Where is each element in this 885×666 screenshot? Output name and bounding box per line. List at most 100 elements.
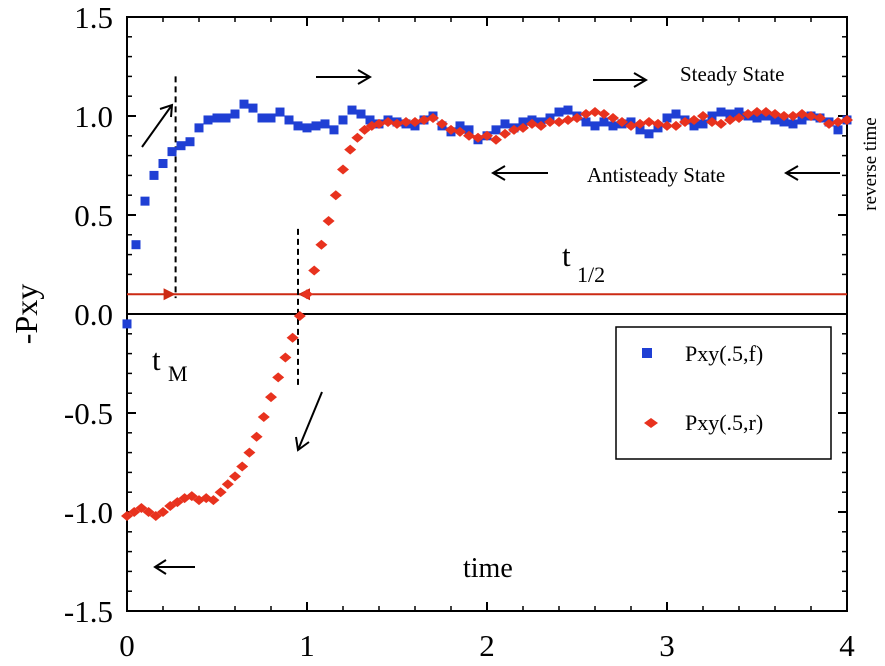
- data-point-reverse: [697, 111, 709, 121]
- arrow-down-left-icon: [295, 391, 323, 452]
- data-point-reverse: [634, 118, 646, 129]
- data-point-forward: [311, 121, 321, 131]
- data-point-reverse: [535, 120, 547, 131]
- data-point-forward: [698, 119, 708, 129]
- data-point-forward: [770, 115, 780, 125]
- data-point-reverse: [643, 116, 655, 127]
- data-point-reverse: [418, 114, 430, 125]
- data-point-reverse: [589, 107, 601, 118]
- data-point-reverse: [279, 352, 292, 363]
- data-point-reverse: [652, 118, 664, 129]
- data-point-reverse: [373, 118, 385, 129]
- t-half-subscript: 1/2: [577, 262, 605, 287]
- data-point-forward: [248, 103, 258, 113]
- data-point-reverse: [733, 112, 745, 123]
- data-point-forward: [212, 113, 222, 123]
- data-point-forward: [158, 159, 168, 169]
- data-point-reverse: [391, 118, 403, 129]
- data-point-reverse: [400, 116, 412, 127]
- data-point-forward: [149, 170, 159, 180]
- data-point-reverse: [250, 431, 263, 442]
- data-point-forward: [788, 119, 798, 129]
- data-point-reverse: [257, 411, 270, 422]
- y-tick-label: -1.0: [64, 495, 113, 530]
- data-point-forward: [194, 123, 204, 133]
- data-point-forward: [779, 117, 789, 127]
- data-point-reverse: [308, 265, 321, 276]
- data-point-reverse: [436, 118, 448, 129]
- data-point-reverse: [301, 289, 313, 300]
- data-point-reverse: [616, 116, 628, 127]
- data-point-forward: [167, 147, 177, 157]
- data-point-forward: [608, 121, 618, 131]
- data-point-reverse: [688, 114, 700, 125]
- data-point-forward: [221, 113, 231, 123]
- data-point-reverse: [236, 461, 249, 472]
- data-point-reverse: [670, 120, 682, 131]
- arrow-left-icon: [153, 559, 195, 575]
- data-point-reverse: [760, 107, 772, 118]
- data-point-reverse: [207, 495, 220, 506]
- data-point-reverse: [427, 112, 439, 123]
- data-point-reverse: [517, 122, 529, 133]
- data-point-forward: [689, 121, 699, 131]
- data-point-forward: [356, 109, 366, 119]
- arrow-right-icon: [593, 72, 648, 88]
- data-point-forward: [590, 121, 600, 131]
- y-tick-label: 0.0: [74, 297, 113, 332]
- data-point-reverse: [481, 130, 493, 141]
- data-point-reverse: [787, 111, 799, 121]
- legend-marker-forward: [642, 348, 652, 358]
- data-point-reverse: [769, 109, 781, 120]
- data-point-reverse: [409, 116, 421, 127]
- data-point-reverse: [823, 118, 835, 129]
- data-point-reverse: [286, 332, 299, 343]
- data-point-reverse: [229, 471, 241, 482]
- data-point-reverse: [715, 118, 727, 129]
- arrowhead-right-icon: [163, 288, 176, 301]
- antisteady-state-label: Antisteady State: [587, 163, 725, 187]
- series-forward: [122, 99, 852, 329]
- data-point-reverse: [272, 372, 285, 383]
- data-point-reverse: [562, 114, 574, 125]
- legend-marker-reverse: [644, 418, 658, 428]
- data-point-forward: [464, 125, 474, 135]
- data-point-forward: [707, 111, 717, 121]
- y-tick-label: -0.5: [64, 396, 113, 431]
- data-point-forward: [563, 105, 573, 115]
- data-point-forward: [797, 115, 807, 125]
- data-point-forward: [257, 113, 267, 123]
- data-point-forward: [662, 113, 672, 123]
- arrow-up-right-icon: [141, 103, 174, 148]
- data-point-forward: [266, 113, 276, 123]
- data-point-reverse: [463, 130, 475, 141]
- data-point-forward: [320, 119, 330, 129]
- data-point-reverse: [814, 112, 826, 123]
- legend: Pxy(.5,f) Pxy(.5,r): [615, 326, 832, 460]
- data-point-reverse: [625, 120, 637, 131]
- data-point-reverse: [580, 109, 592, 120]
- arrow-left-icon: [491, 165, 548, 181]
- x-tick-label: 2: [479, 628, 495, 663]
- data-point-reverse: [751, 107, 763, 118]
- data-point-reverse: [499, 128, 511, 139]
- data-point-reverse: [490, 134, 502, 145]
- data-point-forward: [644, 129, 654, 139]
- data-point-reverse: [445, 124, 457, 135]
- data-point-reverse: [454, 126, 466, 137]
- legend-label-forward: Pxy(.5,f): [685, 341, 763, 366]
- data-point-reverse: [329, 190, 342, 201]
- x-tick-label: 1: [299, 628, 315, 663]
- data-point-forward: [176, 141, 186, 151]
- x-tick-label: 4: [839, 628, 855, 663]
- legend-label-reverse: Pxy(.5,r): [685, 410, 763, 435]
- data-point-reverse: [796, 109, 808, 120]
- data-point-reverse: [382, 116, 394, 127]
- data-point-forward: [140, 196, 150, 206]
- data-point-forward: [239, 99, 249, 109]
- data-point-forward: [230, 109, 240, 119]
- data-point-reverse: [472, 132, 484, 143]
- data-point-forward: [122, 319, 132, 329]
- data-point-forward: [329, 125, 339, 135]
